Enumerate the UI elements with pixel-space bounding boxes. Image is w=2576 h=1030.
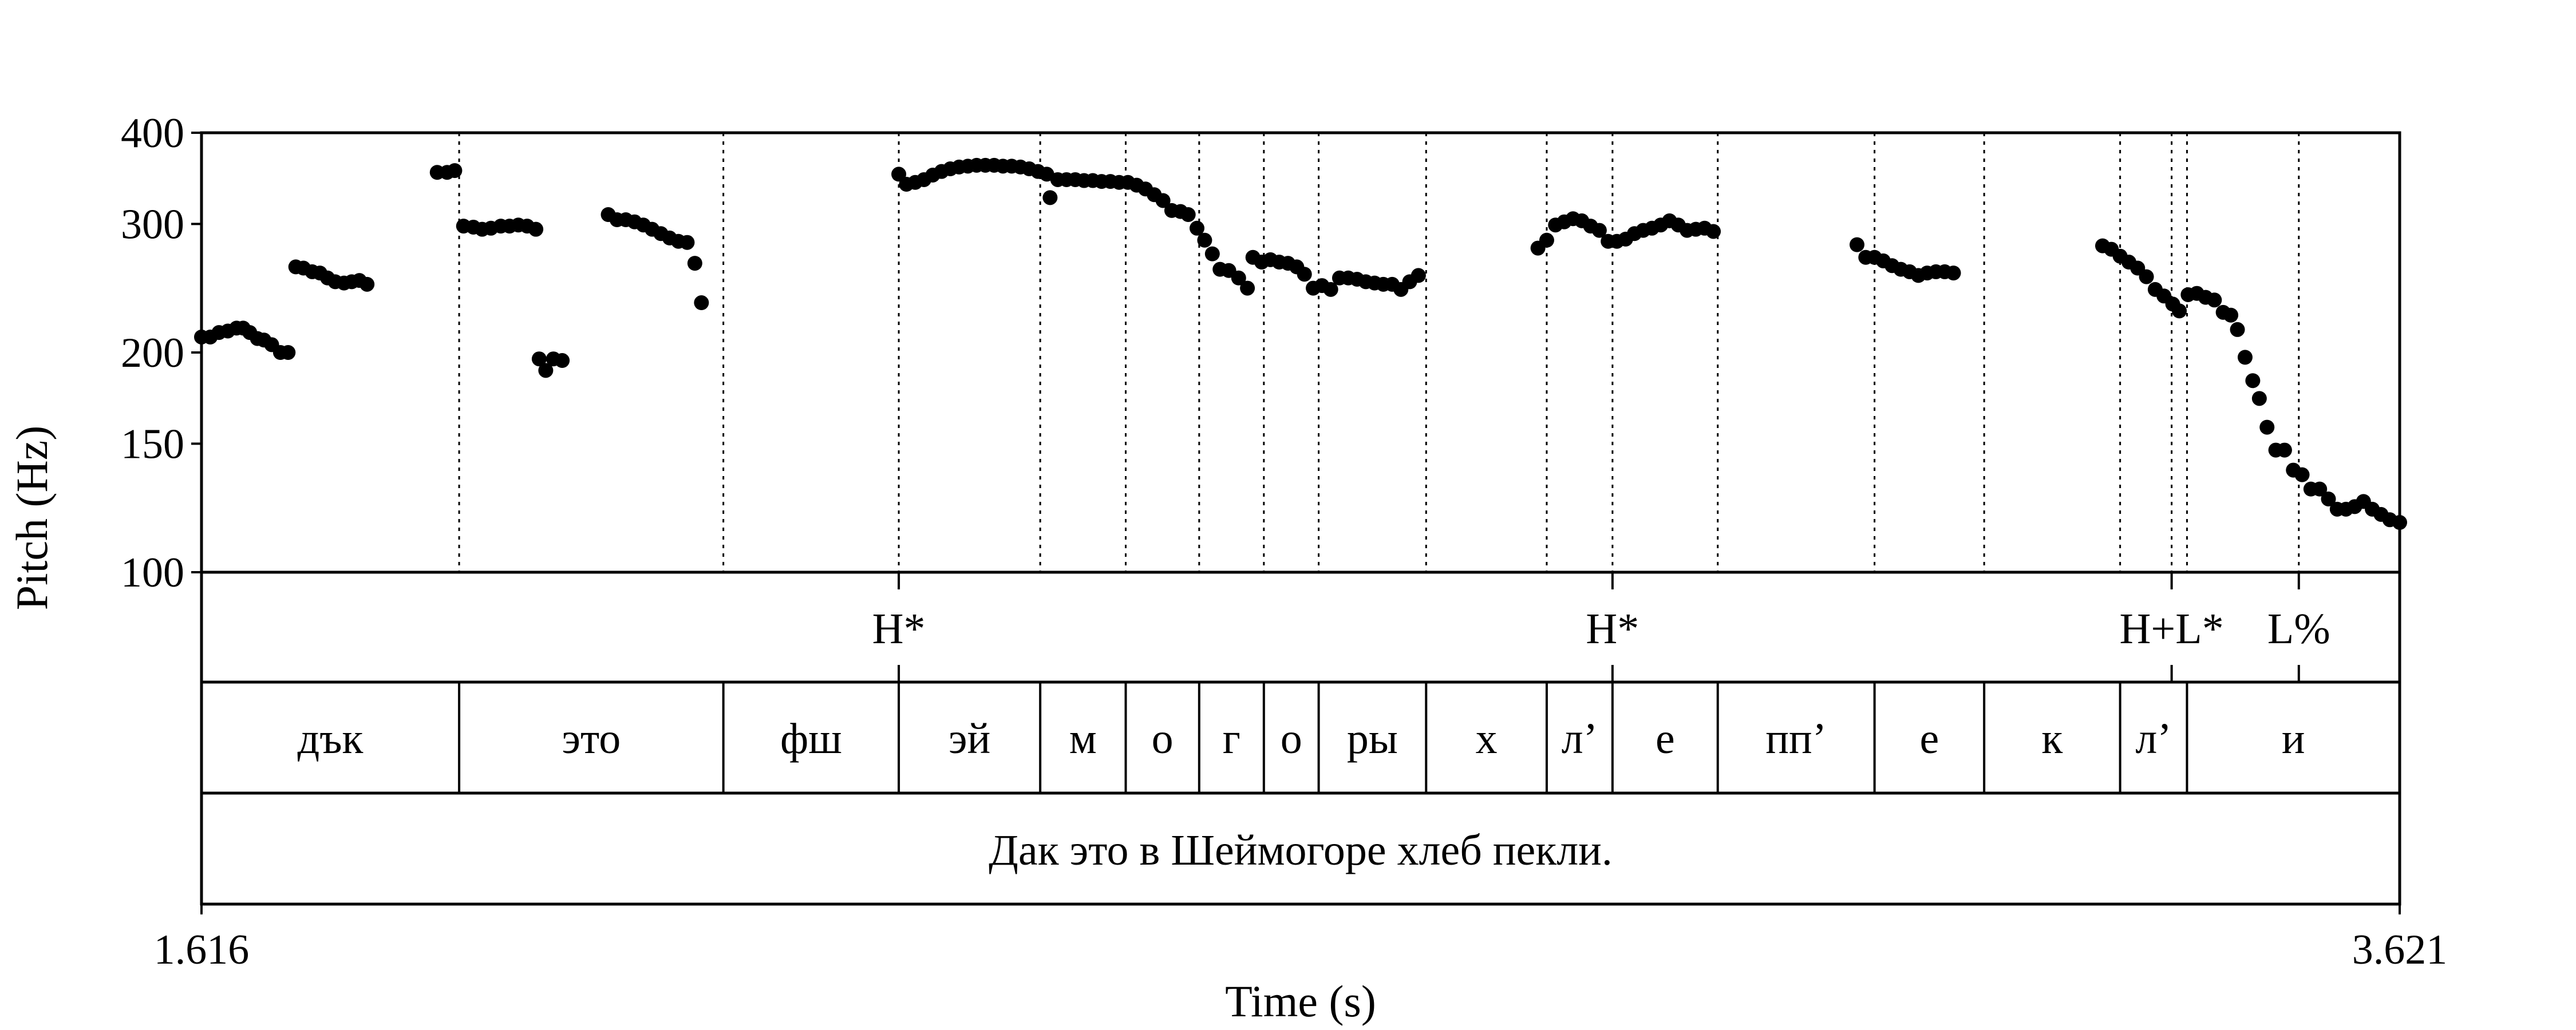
pitch-point — [447, 163, 463, 179]
pitch-point — [1190, 220, 1205, 236]
pitch-point — [2321, 491, 2336, 506]
pitch-point — [1042, 190, 1058, 205]
segment-label: эй — [949, 715, 990, 763]
pitch-point — [687, 256, 702, 271]
pitch-point — [2230, 322, 2245, 337]
segment-label: ры — [1347, 715, 1398, 763]
pitch-point — [1297, 267, 1312, 282]
pitch-point — [2223, 307, 2239, 323]
segment-label: о — [1152, 715, 1174, 763]
sentence-tier-frame — [200, 791, 2401, 906]
pitch-points — [194, 157, 2407, 530]
pitch-point — [1706, 224, 1721, 239]
pitch-point — [1849, 237, 1864, 252]
pitch-point — [2172, 303, 2187, 319]
pitch-point — [2294, 467, 2310, 482]
pitch-point — [694, 295, 709, 311]
segment-label: л’ — [1562, 715, 1598, 763]
pitch-point — [1539, 232, 1554, 248]
x-axis-label: Time (s) — [1225, 976, 1376, 1026]
pitch-panel-frame — [200, 131, 2401, 574]
pitch-point — [1231, 270, 1246, 286]
x-tick-label-end: 3.621 — [2352, 926, 2448, 973]
segment-label: это — [562, 715, 621, 763]
pitch-point — [2251, 391, 2267, 406]
pitch-point — [538, 363, 554, 378]
pitch-point — [1204, 246, 1220, 262]
pitch-point — [891, 167, 907, 182]
pitch-point — [2259, 419, 2275, 435]
pitch-point — [679, 235, 695, 250]
y-tick-label: 300 — [121, 201, 184, 248]
segment-tier: дък это фш эй м о г о ры х л’ е пп’ е к л’ и — [200, 680, 2401, 795]
interval-boundary-guides — [458, 133, 2300, 572]
pitch-point — [1323, 282, 1338, 297]
y-axis-label: Pitch (Hz) — [7, 426, 57, 611]
segment-label: г — [1223, 715, 1240, 763]
pitch-point — [2207, 292, 2222, 308]
segment-label: дък — [298, 715, 364, 763]
pitch-point — [2277, 442, 2292, 458]
segment-marks: дък это фш эй м о г о ры х л’ е пп’ е к л’ и — [298, 682, 2305, 793]
segment-label: фш — [780, 715, 842, 763]
tone-tier: H* H* H+L* L% — [200, 571, 2401, 684]
pitch-point — [1411, 268, 1426, 283]
tone-label: H* — [872, 605, 926, 653]
tone-tier-frame — [200, 571, 2401, 684]
pitch-point — [1039, 167, 1054, 182]
pitch-point — [359, 276, 375, 292]
segment-label: е — [1920, 715, 1939, 763]
y-axis-ticks: 100 150 200 300 400 — [121, 110, 202, 596]
y-tick-label: 400 — [121, 110, 184, 157]
pitch-point — [531, 351, 547, 367]
segment-label: е — [1656, 715, 1675, 763]
pitch-point — [1946, 266, 1961, 281]
segment-label: л’ — [2135, 715, 2171, 763]
segment-label: пп’ — [1765, 715, 1827, 763]
tone-label: H* — [1586, 605, 1639, 653]
pitch-point — [2245, 373, 2261, 389]
y-tick-label: 100 — [121, 549, 184, 596]
pitch-panel — [194, 131, 2407, 574]
tone-label: L% — [2267, 605, 2330, 653]
pitch-point — [1155, 193, 1171, 208]
tone-marks: H* H* H+L* L% — [872, 572, 2330, 682]
pitch-point — [1180, 207, 1196, 222]
x-axis: 1.616 3.621 Time (s) — [154, 904, 2448, 1026]
y-tick-label: 150 — [121, 421, 184, 468]
x-tick-label-start: 1.616 — [154, 926, 250, 973]
segment-label: х — [1476, 715, 1498, 763]
pitch-point — [2312, 481, 2328, 497]
pitch-point — [1240, 280, 1255, 296]
tone-label: H+L* — [2120, 605, 2224, 653]
y-axis: 100 150 200 300 400 Pitch (Hz) — [7, 110, 202, 610]
pitch-point — [2139, 269, 2154, 284]
pitch-point — [528, 221, 544, 237]
pitch-point — [1197, 232, 1212, 248]
segment-label: о — [1281, 715, 1302, 763]
pitch-point — [555, 353, 570, 369]
pitch-point — [2237, 350, 2253, 365]
pitch-point — [280, 345, 296, 360]
sentence-text: Дак это в Шеймогоре хлеб пекли. — [989, 826, 1613, 874]
sentence-tier: Дак это в Шеймогоре хлеб пекли. — [200, 791, 2401, 906]
pitch-point — [1591, 223, 1607, 238]
segment-label: к — [2041, 715, 2063, 763]
segment-label: м — [1069, 715, 1097, 763]
y-tick-label: 200 — [121, 330, 184, 377]
segment-label: и — [2282, 715, 2305, 763]
